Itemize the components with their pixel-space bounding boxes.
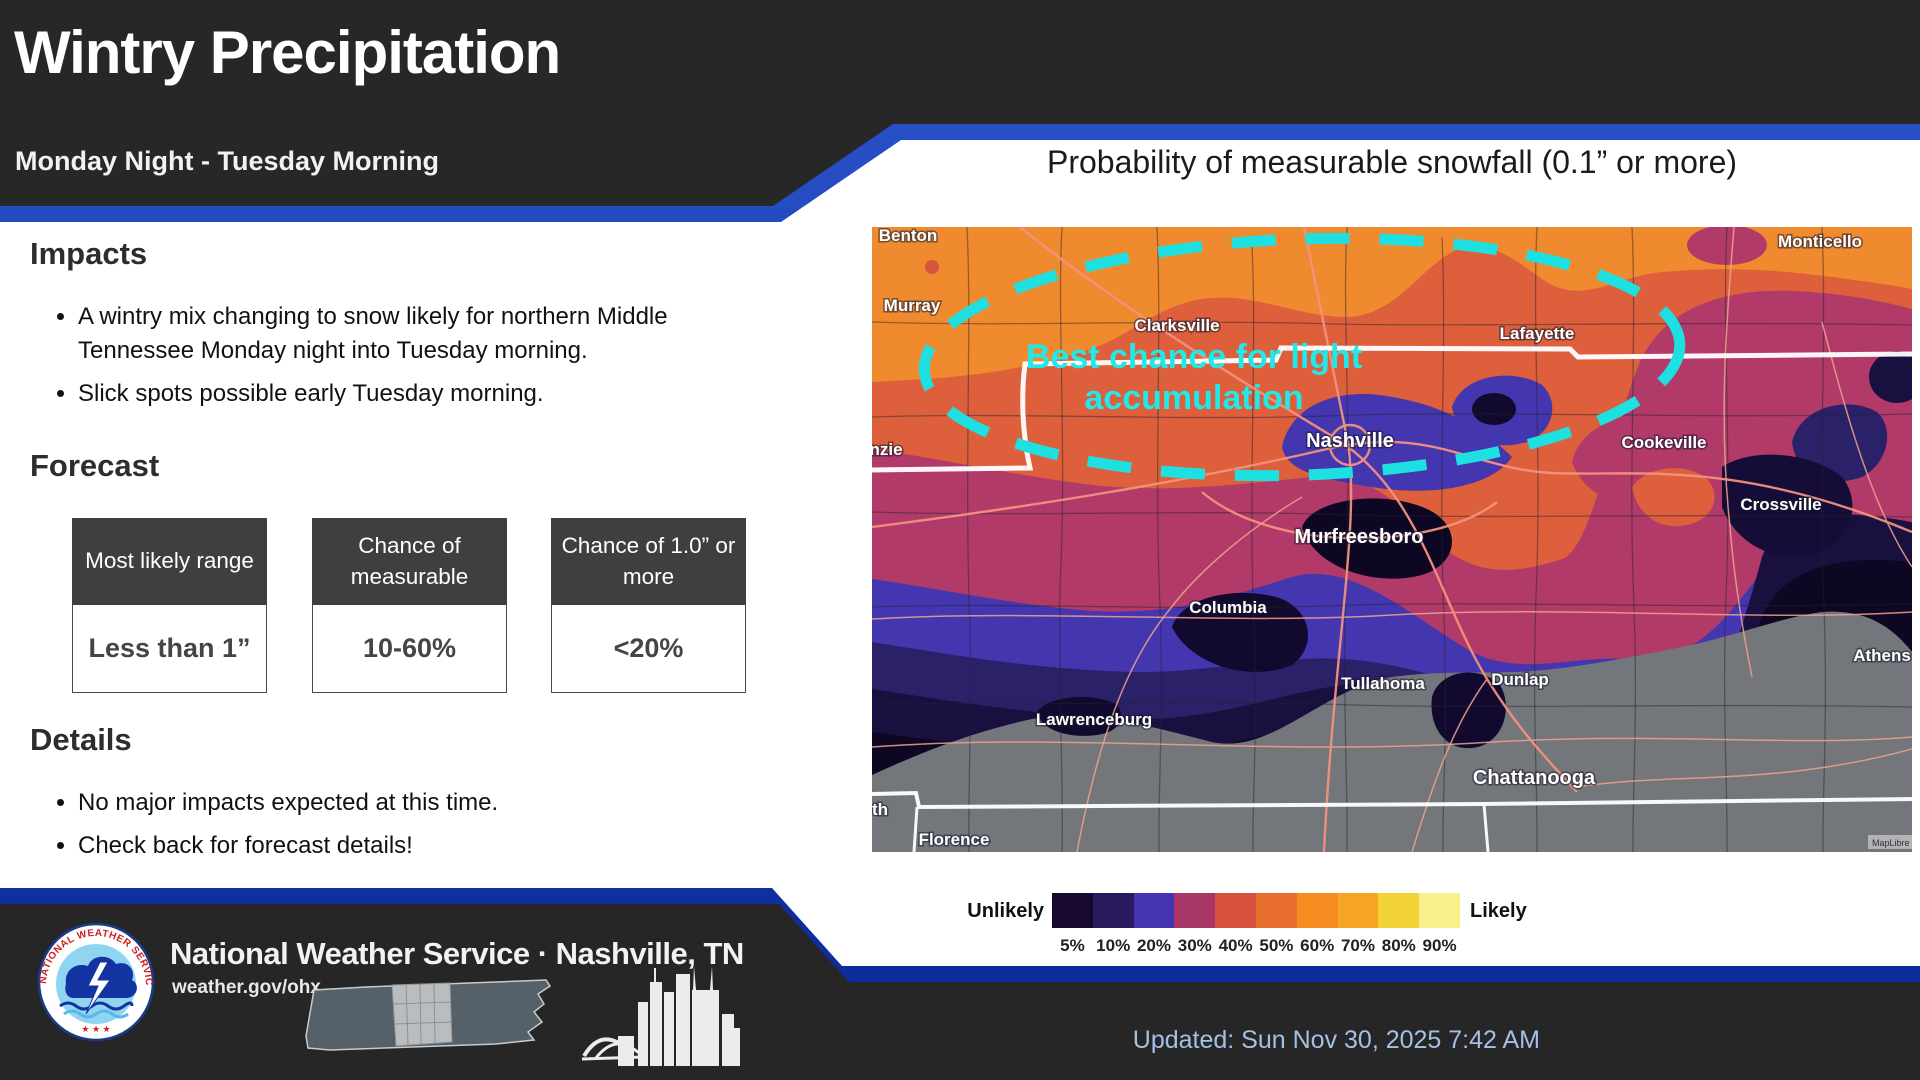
map-label-lafayette: Lafayette — [1500, 324, 1575, 343]
legend-tick: 30% — [1177, 936, 1212, 955]
map-label-nzie: nzie — [872, 440, 903, 459]
snowfall-probability-map: Best chance for light accumulation Bento… — [872, 227, 1912, 852]
footer-url: weather.gov/ohx — [172, 977, 321, 998]
map-label-murray: Murray — [884, 296, 941, 315]
map-label-benton: Benton — [879, 227, 938, 245]
impacts-heading: Impacts — [30, 236, 148, 271]
impacts-list: A wintry mix changing to snow likely for… — [42, 300, 778, 420]
map-label-florence: Florence — [919, 830, 990, 849]
map-label-dunlap: Dunlap — [1491, 670, 1549, 689]
legend-tick: 10% — [1096, 936, 1131, 955]
legend-right-label: Likely — [1470, 900, 1527, 922]
map-label-clarksville: Clarksville — [1134, 316, 1219, 335]
forecast-box-header: Chance of measurable — [312, 518, 507, 605]
details-list: No major impacts expected at this time. … — [42, 786, 778, 872]
details-bullet: Check back for forecast details! — [78, 829, 778, 863]
legend-swatch — [1133, 893, 1175, 928]
forecast-box-header: Most likely range — [72, 518, 267, 605]
map-label-th: th — [872, 800, 888, 819]
map-label-monticello: Monticello — [1778, 232, 1862, 251]
map-label-murfreesboro: Murfreesboro — [1295, 526, 1424, 548]
forecast-box-value: 10-60% — [312, 605, 507, 693]
legend-swatch — [1215, 893, 1256, 928]
nashville-skyline-graphic — [582, 966, 740, 1066]
map-labels: Benton Murray Clarksville Lafayette Monticel… — [872, 227, 1912, 851]
legend-swatch — [1419, 893, 1460, 928]
legend-tick: 70% — [1340, 936, 1375, 955]
legend-swatch — [1052, 893, 1093, 928]
page-title: Wintry Precipitation — [14, 19, 561, 86]
map-attribution: MapLibre — [1872, 838, 1910, 848]
map-label-lawrenceburg: Lawrenceburg — [1036, 710, 1152, 729]
legend-swatch — [1092, 893, 1134, 928]
forecast-box-chance-measurable: Chance of measurable 10-60% — [312, 518, 507, 693]
legend-swatch — [1296, 893, 1338, 928]
forecast-heading: Forecast — [30, 448, 160, 483]
annotation-text-line1: Best chance for light — [1026, 338, 1362, 376]
legend-left-label: Unlikely — [967, 900, 1044, 922]
map-label-cookeville: Cookeville — [1621, 433, 1706, 452]
legend-tick: 60% — [1300, 936, 1335, 955]
legend-swatch — [1174, 893, 1216, 928]
map-label-columbia: Columbia — [1189, 598, 1267, 617]
footer-org-title: National Weather Service · Nashville, TN — [170, 936, 744, 971]
details-heading: Details — [30, 722, 132, 757]
legend-swatch — [1255, 893, 1297, 928]
legend-tick: 20% — [1136, 936, 1171, 955]
legend-tick: 5% — [1060, 936, 1085, 955]
nws-logo-stars: ★ ★ ★ — [81, 1024, 110, 1034]
nws-logo: NATIONAL WEATHER SERVICE ★ ★ ★ — [36, 922, 155, 1042]
map-panel-title: Probability of measurable snowfall (0.1”… — [1046, 144, 1738, 180]
forecast-box-most-likely-range: Most likely range Less than 1” — [72, 518, 267, 693]
forecast-box-value: Less than 1” — [72, 605, 267, 693]
legend-ticks: 5% 10% 20% 30% 40% 50% 60% 70% 80% 90% — [1052, 936, 1460, 956]
forecast-box-header: Chance of 1.0” or more — [551, 518, 746, 605]
legend-tick: 40% — [1218, 936, 1253, 955]
map-label-nashville: Nashville — [1306, 430, 1394, 452]
map-label-athens: Athens — [1853, 646, 1911, 665]
legend-swatch — [1378, 893, 1420, 928]
page-subtitle: Monday Night - Tuesday Morning — [15, 146, 439, 176]
legend-swatches — [1052, 893, 1460, 928]
legend-tick: 90% — [1422, 936, 1457, 955]
annotation-dashed-outline — [918, 232, 1686, 482]
annotation-text-line2: accumulation — [1084, 379, 1303, 417]
impacts-bullet: Slick spots possible early Tuesday morni… — [78, 377, 778, 411]
forecast-box-value: <20% — [551, 605, 746, 693]
legend-tick: 80% — [1381, 936, 1416, 955]
legend-swatch — [1337, 893, 1379, 928]
map-label-crossville: Crossville — [1740, 495, 1821, 514]
forecast-box-chance-one-inch: Chance of 1.0” or more <20% — [551, 518, 746, 693]
legend-tick: 50% — [1259, 936, 1294, 955]
tennessee-map-graphic — [305, 979, 552, 1051]
map-label-chattanooga: Chattanooga — [1473, 767, 1596, 789]
impacts-bullet: A wintry mix changing to snow likely for… — [78, 300, 778, 368]
map-label-tullahoma: Tullahoma — [1341, 674, 1425, 693]
updated-timestamp: Updated: Sun Nov 30, 2025 7:42 AM — [1132, 1026, 1540, 1054]
details-bullet: No major impacts expected at this time. — [78, 786, 778, 820]
